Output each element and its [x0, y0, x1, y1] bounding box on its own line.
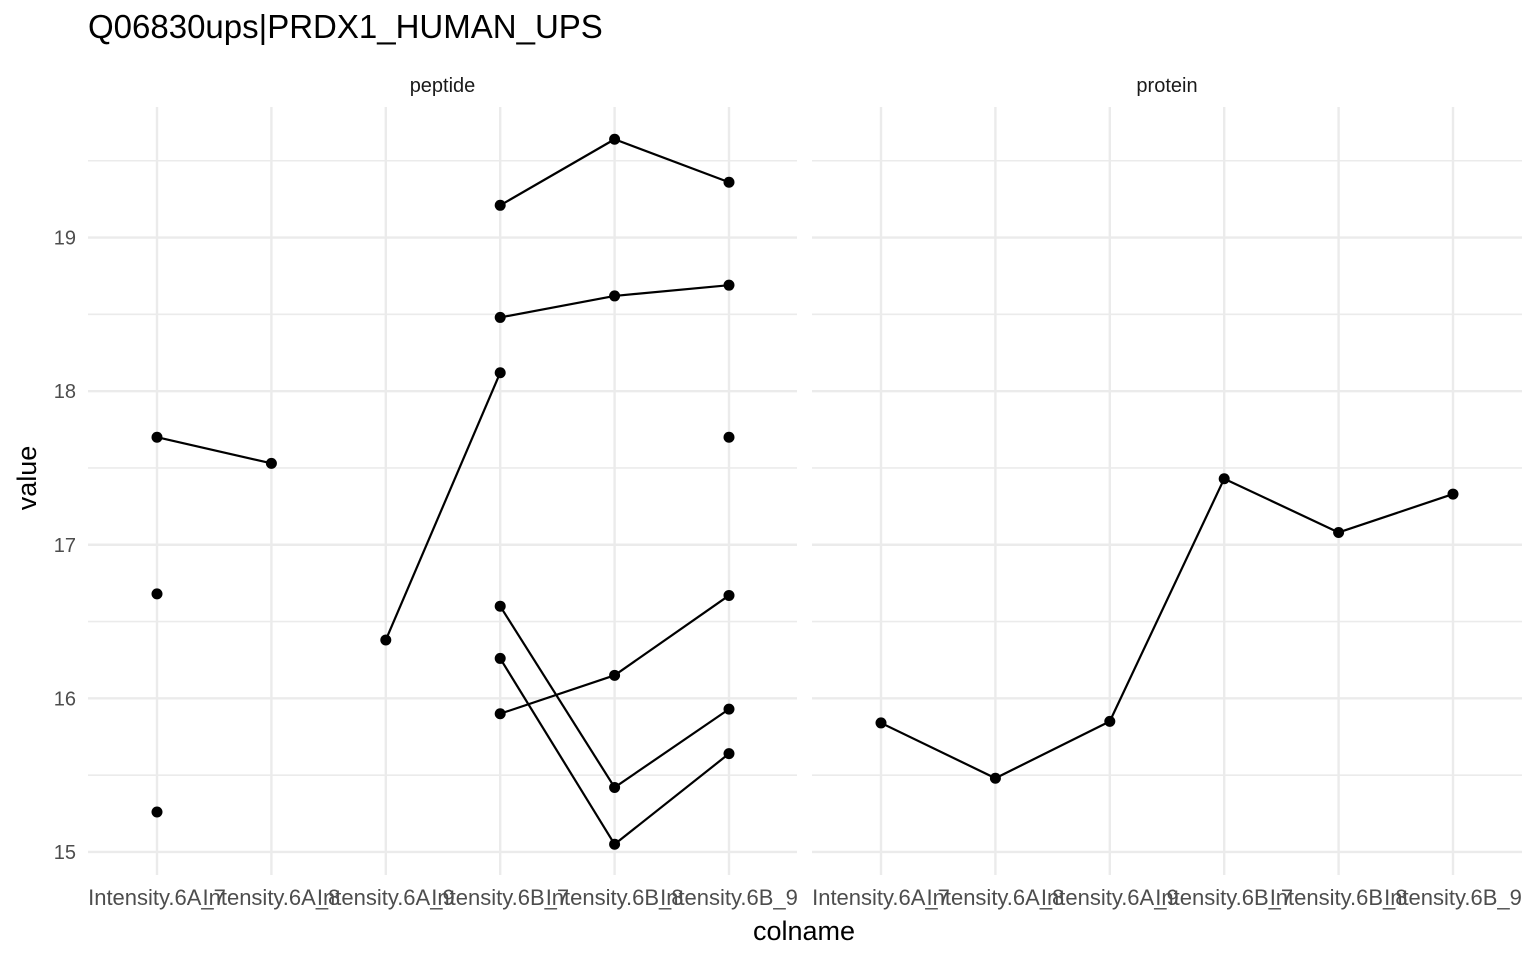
y-axis-ticks: 15 16 17 18 19 [54, 228, 76, 864]
data-point [723, 589, 735, 601]
series-line-segment [613, 594, 730, 677]
data-point [494, 600, 506, 612]
series-line-segment [499, 657, 616, 845]
data-point [723, 748, 735, 760]
series-line-segment [880, 721, 996, 780]
y-tick-label: 18 [54, 381, 76, 403]
x-tick-label: Intensity.6B_7 [431, 885, 569, 910]
data-point [151, 431, 163, 443]
x-tick-label: Intensity.6A_9 [317, 885, 455, 910]
x-tick-label: Intensity.6B_9 [1384, 885, 1522, 910]
data-point [875, 717, 887, 729]
x-tick-label: Intensity.6B_7 [1155, 885, 1293, 910]
x-tick-label: Intensity.6B_8 [546, 885, 684, 910]
data-point [494, 311, 506, 323]
facet-strips: peptide protein [410, 75, 1198, 97]
data-point [265, 457, 277, 469]
data-point [1333, 526, 1345, 538]
data-point [609, 781, 621, 793]
facet-label-peptide: peptide [410, 75, 476, 97]
grid [88, 107, 1522, 875]
series-line-segment [1108, 478, 1226, 722]
y-axis-title: value [12, 446, 42, 511]
data-point [723, 279, 735, 291]
x-tick-label: Intensity.6A_8 [203, 885, 341, 910]
data-point [1447, 488, 1459, 500]
data-point [609, 133, 621, 145]
data-point [380, 634, 392, 646]
y-tick-label: 17 [54, 535, 76, 557]
data-point [1218, 473, 1230, 485]
x-tick-label: Intensity.6A_7 [88, 885, 226, 910]
x-tick-label: Intensity.6B_9 [660, 885, 798, 910]
facet-label-protein: protein [1136, 75, 1197, 97]
data-point [494, 199, 506, 211]
series-line-segment [156, 436, 272, 465]
data-point [989, 772, 1001, 784]
x-tick-label: Intensity.6A_8 [927, 885, 1065, 910]
x-tick-label: Intensity.6A_7 [812, 885, 950, 910]
data-point [151, 588, 163, 600]
data-point [723, 176, 735, 188]
data-point [609, 290, 621, 302]
series-line-segment [1338, 493, 1454, 534]
series-line-segment [614, 284, 730, 298]
y-tick-label: 16 [54, 688, 76, 710]
series-line-segment [499, 674, 615, 715]
data-point [494, 652, 506, 664]
series-line-segment [384, 372, 502, 641]
series-line-segment [994, 720, 1111, 780]
chart-title: Q06830ups|PRDX1_HUMAN_UPS [88, 8, 603, 45]
series-line-segment [613, 708, 730, 789]
series-line-segment [614, 138, 730, 184]
data-point [494, 367, 506, 379]
x-tick-label: Intensity.6B_8 [1270, 885, 1408, 910]
data-point [494, 708, 506, 720]
series-line-segment [1223, 477, 1340, 534]
x-axis-ticks: Intensity.6A_7Intensity.6A_8Intensity.6A… [88, 885, 1522, 910]
series-line-segment [613, 752, 730, 846]
data-point [609, 669, 621, 681]
y-tick-label: 15 [54, 842, 76, 864]
x-axis-title: colname [753, 916, 855, 946]
series-line-segment [499, 294, 615, 319]
data-point [1104, 715, 1116, 727]
series-line-segment [499, 138, 616, 207]
y-tick-label: 19 [54, 228, 76, 250]
series-line-segment [499, 605, 616, 789]
series [151, 133, 1459, 850]
data-point [723, 431, 735, 443]
data-point [151, 806, 163, 818]
data-point [609, 838, 621, 850]
data-point [723, 703, 735, 715]
x-tick-label: Intensity.6A_9 [1041, 885, 1179, 910]
